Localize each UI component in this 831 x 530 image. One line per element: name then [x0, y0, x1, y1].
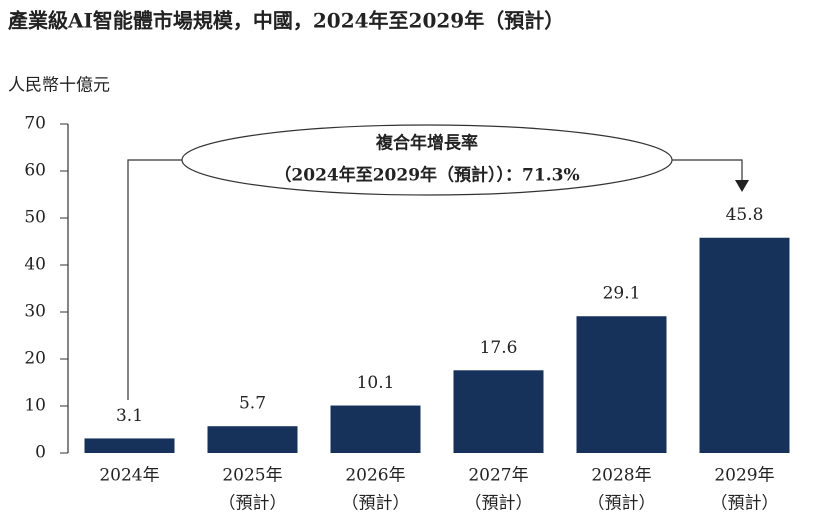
value-label: 29.1: [603, 284, 641, 304]
x-tick-label: （預計）: [711, 494, 779, 514]
y-tick-label: 60: [24, 161, 46, 181]
x-tick-label: （預計）: [588, 494, 656, 514]
arrow-head: [735, 180, 749, 192]
bar: [453, 370, 544, 453]
y-tick-label: 20: [24, 349, 46, 369]
x-tick-label: 2024年: [99, 466, 159, 486]
value-label: 17.6: [480, 338, 518, 358]
annotation: （2024年至2029年（預計））：71.3%: [274, 165, 579, 186]
bar: [207, 426, 298, 453]
y-tick-label: 70: [24, 114, 46, 134]
connector: [127, 159, 182, 400]
x-tick-label: 2029年: [714, 466, 774, 486]
x-tick-label: 2025年: [222, 466, 282, 486]
value-label: 10.1: [357, 373, 395, 393]
y-tick-label: 50: [24, 208, 46, 228]
bar: [699, 237, 790, 453]
value-label: 5.7: [239, 394, 266, 414]
bar: [84, 438, 175, 453]
y-tick-label: 30: [24, 302, 46, 322]
value-label: 3.1: [116, 406, 143, 426]
x-tick-label: 2028年: [591, 466, 651, 486]
x-tick-label: 2026年: [345, 466, 405, 486]
y-axis-label: 人民幣十億元: [8, 76, 110, 96]
annotation: 複合年增長率: [375, 133, 478, 154]
chart-title: 產業級AI智能體市場規模，中國，2024年至2029年（預計）: [8, 9, 564, 33]
bar: [330, 405, 421, 453]
y-tick-label: 0: [35, 443, 46, 463]
x-tick-label: （預計）: [219, 494, 287, 514]
value-label: 45.8: [726, 205, 764, 225]
x-tick-label: （預計）: [465, 494, 533, 514]
x-tick-label: 2027年: [468, 466, 528, 486]
y-tick-label: 40: [24, 255, 46, 275]
x-tick-label: （預計）: [342, 494, 410, 514]
y-tick-label: 10: [24, 396, 46, 416]
connector: [672, 159, 743, 182]
bar: [576, 316, 667, 453]
